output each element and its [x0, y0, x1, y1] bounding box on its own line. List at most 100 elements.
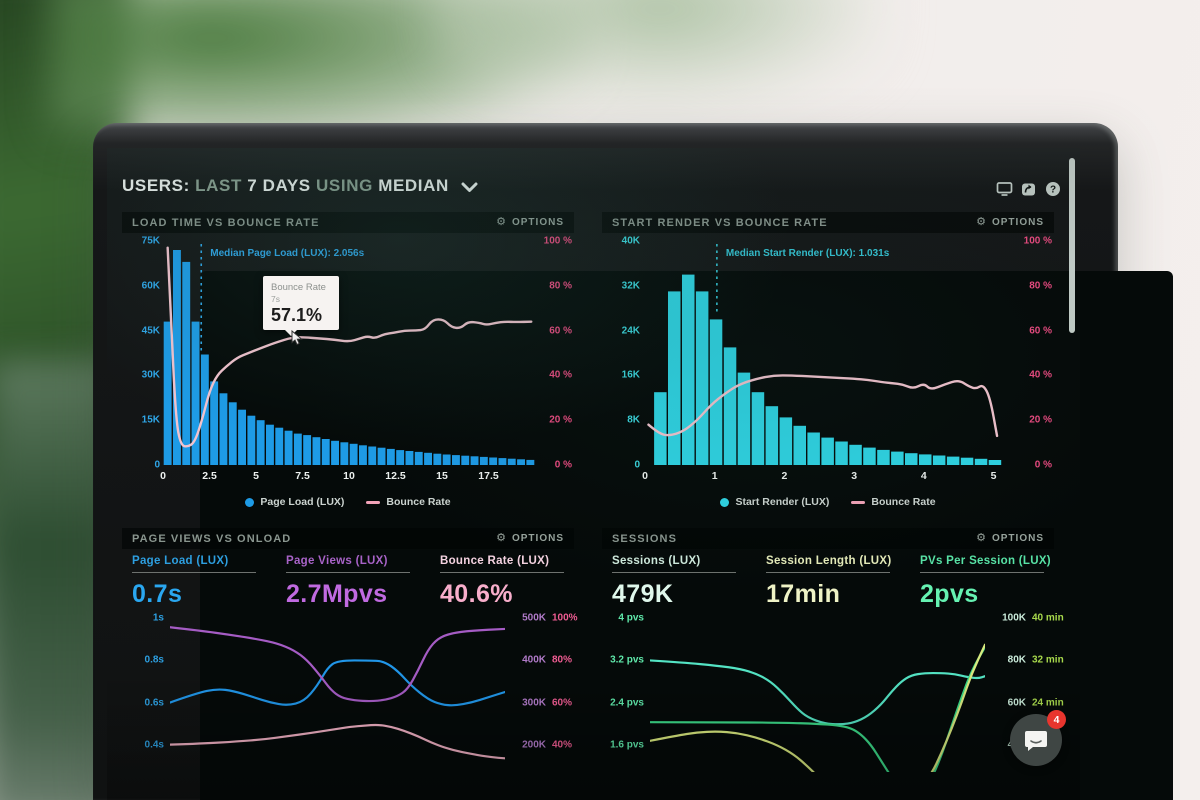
- y-axis-right: 100 % 80 % 60 % 40 % 20 % 0 %: [532, 236, 572, 471]
- chart-legend: Page Load (LUX) Bounce Rate: [122, 496, 574, 508]
- axis-label: 80K: [1007, 654, 1026, 666]
- chart-plot[interactable]: [170, 612, 505, 772]
- legend-label: Bounce Rate: [871, 496, 936, 508]
- x-tick-label: 5: [990, 470, 997, 482]
- axis-label: 1s: [152, 612, 164, 624]
- svg-text:Median Page Load (LUX): 2.056s: Median Page Load (LUX): 2.056s: [210, 248, 364, 259]
- metric: Page Load (LUX) 0.7s: [132, 555, 286, 609]
- metric: PVs Per Session (LUX) 2pvs: [920, 555, 1074, 609]
- gear-icon: ⚙: [496, 216, 507, 228]
- x-tick-label: 17.5: [478, 470, 499, 482]
- panel-title: PAGE VIEWS VS ONLOAD: [132, 532, 292, 545]
- legend-item[interactable]: Start Render (LUX): [720, 496, 829, 508]
- axis-label: 20 %: [549, 414, 572, 426]
- dashboard-header: USERS: LAST 7 DAYS USING MEDIAN: [122, 176, 478, 196]
- x-tick-label: 3: [851, 470, 858, 482]
- gear-icon: ⚙: [976, 532, 987, 544]
- panel-header: START RENDER VS BOUNCE RATE ⚙ OPTIONS: [602, 212, 1054, 233]
- metric-label: Sessions (LUX): [612, 555, 701, 567]
- svg-text:?: ?: [1050, 185, 1056, 196]
- x-tick-label: 0: [642, 470, 648, 482]
- axis-label: 30K: [141, 369, 160, 381]
- metric-value: 40.6%: [440, 580, 513, 608]
- y-axis-right: 100 % 80 % 60 % 40 % 20 % 0 %: [1012, 236, 1052, 471]
- tooltip-value: 57.1%: [271, 305, 323, 325]
- legend-line-marker: [366, 500, 381, 504]
- gear-icon: ⚙: [976, 216, 987, 228]
- axis-label: 100 %: [543, 235, 572, 247]
- axis-label: 40 %: [549, 369, 572, 381]
- legend-label: Start Render (LUX): [735, 496, 830, 508]
- axis-label: 24 min: [1032, 697, 1064, 709]
- metric-divider: [766, 572, 890, 573]
- axis-label: 80 %: [1029, 280, 1052, 292]
- panel-header: LOAD TIME VS BOUNCE RATE ⚙ OPTIONS: [122, 212, 574, 233]
- legend-dot-marker: [245, 497, 255, 507]
- axis-label: 80 %: [549, 280, 572, 292]
- options-button[interactable]: ⚙ OPTIONS: [496, 216, 564, 229]
- options-label: OPTIONS: [511, 533, 564, 544]
- mouse-cursor: [291, 330, 303, 346]
- axis-label: 500K: [522, 612, 546, 624]
- metric: Bounce Rate (LUX) 40.6%: [440, 555, 594, 609]
- chart-plot[interactable]: Median Start Render (LUX): 1.031s: [645, 241, 1011, 465]
- chevron-down-icon[interactable]: [461, 182, 478, 193]
- panel-header: SESSIONS ⚙ OPTIONS: [602, 528, 1054, 549]
- axis-label: 1.6 pvs: [610, 739, 644, 751]
- axis-label: 20 %: [1029, 414, 1052, 426]
- x-tick-label: 7.5: [295, 470, 310, 482]
- y-axis-left: 75K 60K 45K 30K 15K 0: [126, 236, 160, 471]
- chart-plot[interactable]: Median Page Load (LUX): 2.056s: [163, 241, 535, 465]
- display-icon[interactable]: [996, 181, 1013, 197]
- axis-label: 0: [154, 459, 160, 471]
- options-label: OPTIONS: [991, 533, 1044, 544]
- metric: Session Length (LUX) 17min: [766, 555, 920, 609]
- chart-plot[interactable]: [650, 612, 985, 772]
- x-tick-label: 12.5: [385, 470, 406, 482]
- axis-label: 40K: [621, 235, 640, 247]
- options-label: OPTIONS: [511, 217, 564, 228]
- legend-item[interactable]: Bounce Rate: [366, 496, 451, 508]
- axis-label: 24K: [621, 325, 640, 337]
- panel-page-views-vs-onload: PAGE VIEWS VS ONLOAD ⚙ OPTIONS Page Load …: [122, 528, 578, 800]
- axis-label: 3.2 pvs: [610, 654, 644, 666]
- legend-item[interactable]: Bounce Rate: [851, 496, 936, 508]
- axis-label: 40%: [552, 739, 573, 751]
- help-icon[interactable]: ?: [1045, 181, 1061, 197]
- chat-widget-button[interactable]: 4: [1010, 710, 1066, 766]
- axis-label: 400K: [522, 654, 546, 666]
- share-icon[interactable]: [1021, 181, 1037, 197]
- legend-item[interactable]: Page Load (LUX): [245, 496, 344, 508]
- page-title[interactable]: USERS: LAST 7 DAYS USING MEDIAN: [122, 176, 449, 195]
- metric-row: Sessions (LUX) 479K Session Length (LUX) 17…: [612, 555, 1074, 609]
- y-axis-right-2: 100% 80% 60% 40%: [552, 613, 598, 751]
- x-tick-label: 15: [436, 470, 448, 482]
- scrollbar-thumb[interactable]: [1069, 158, 1075, 333]
- axis-label: 15K: [141, 414, 160, 426]
- metric-label: Page Views (LUX): [286, 555, 388, 567]
- metric: Sessions (LUX) 479K: [612, 555, 766, 609]
- metric-divider: [612, 572, 736, 573]
- legend-line-marker: [851, 500, 866, 504]
- axis-label: 100%: [552, 612, 578, 624]
- axis-label: 100 %: [1023, 235, 1052, 247]
- plant-leaves-blur: [430, 0, 890, 110]
- legend-label: Bounce Rate: [386, 496, 451, 508]
- panel-load-time-vs-bounce-rate: LOAD TIME VS BOUNCE RATE ⚙ OPTIONS 75K 60K…: [122, 212, 574, 512]
- y-axis-left: 1s 0.8s 0.6s 0.4s: [124, 613, 164, 751]
- axis-label: 60 %: [1029, 325, 1052, 337]
- options-button[interactable]: ⚙ OPTIONS: [976, 216, 1044, 229]
- axis-label: 8K: [627, 414, 640, 426]
- y-axis-right-1: 500K 400K 300K 200K: [510, 613, 546, 751]
- metric-value: 17min: [766, 580, 841, 608]
- tooltip-subtitle: 7s: [271, 294, 280, 304]
- metric-divider: [920, 572, 1044, 573]
- axis-label: 60K: [1007, 697, 1026, 709]
- panel-title: SESSIONS: [612, 532, 678, 545]
- x-tick-label: 0: [160, 470, 166, 482]
- options-button[interactable]: ⚙ OPTIONS: [976, 532, 1044, 545]
- x-tick-label: 4: [920, 470, 927, 482]
- options-button[interactable]: ⚙ OPTIONS: [496, 533, 564, 545]
- metric-divider: [440, 572, 564, 573]
